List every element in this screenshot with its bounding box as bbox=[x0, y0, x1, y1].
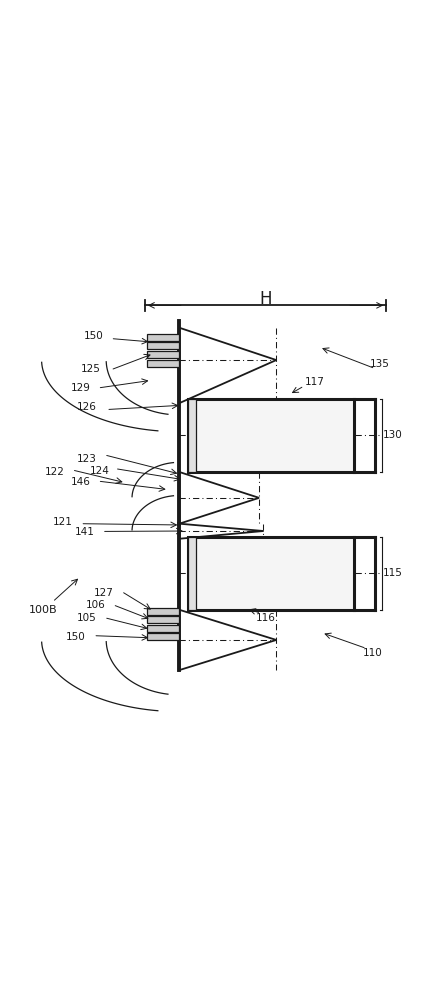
Text: 150: 150 bbox=[66, 632, 86, 642]
Text: 106: 106 bbox=[86, 600, 105, 610]
Text: 124: 124 bbox=[90, 466, 110, 476]
Text: H: H bbox=[259, 290, 272, 308]
Text: 100B: 100B bbox=[29, 605, 57, 615]
Polygon shape bbox=[147, 608, 179, 615]
Text: 141: 141 bbox=[75, 527, 95, 537]
Polygon shape bbox=[147, 351, 179, 358]
Text: 105: 105 bbox=[77, 613, 97, 623]
Text: 121: 121 bbox=[53, 517, 73, 527]
Text: 150: 150 bbox=[83, 331, 103, 341]
Text: 130: 130 bbox=[383, 430, 403, 440]
Text: 122: 122 bbox=[44, 467, 64, 477]
Text: 127: 127 bbox=[94, 588, 114, 598]
Polygon shape bbox=[147, 616, 179, 623]
Polygon shape bbox=[147, 342, 179, 349]
Text: 126: 126 bbox=[77, 402, 97, 412]
Polygon shape bbox=[147, 625, 179, 632]
Polygon shape bbox=[188, 399, 354, 472]
Polygon shape bbox=[188, 399, 196, 472]
Text: 146: 146 bbox=[70, 477, 90, 487]
Text: 125: 125 bbox=[81, 364, 101, 374]
Text: 110: 110 bbox=[363, 648, 383, 658]
Polygon shape bbox=[147, 360, 179, 367]
Text: 117: 117 bbox=[305, 377, 325, 387]
Polygon shape bbox=[188, 537, 354, 610]
Text: 135: 135 bbox=[370, 359, 390, 369]
Text: 116: 116 bbox=[256, 613, 276, 623]
Text: 115: 115 bbox=[383, 568, 403, 578]
Text: 123: 123 bbox=[77, 454, 97, 464]
Polygon shape bbox=[147, 334, 179, 341]
Polygon shape bbox=[188, 537, 196, 610]
Text: 129: 129 bbox=[70, 383, 90, 393]
Polygon shape bbox=[147, 633, 179, 640]
